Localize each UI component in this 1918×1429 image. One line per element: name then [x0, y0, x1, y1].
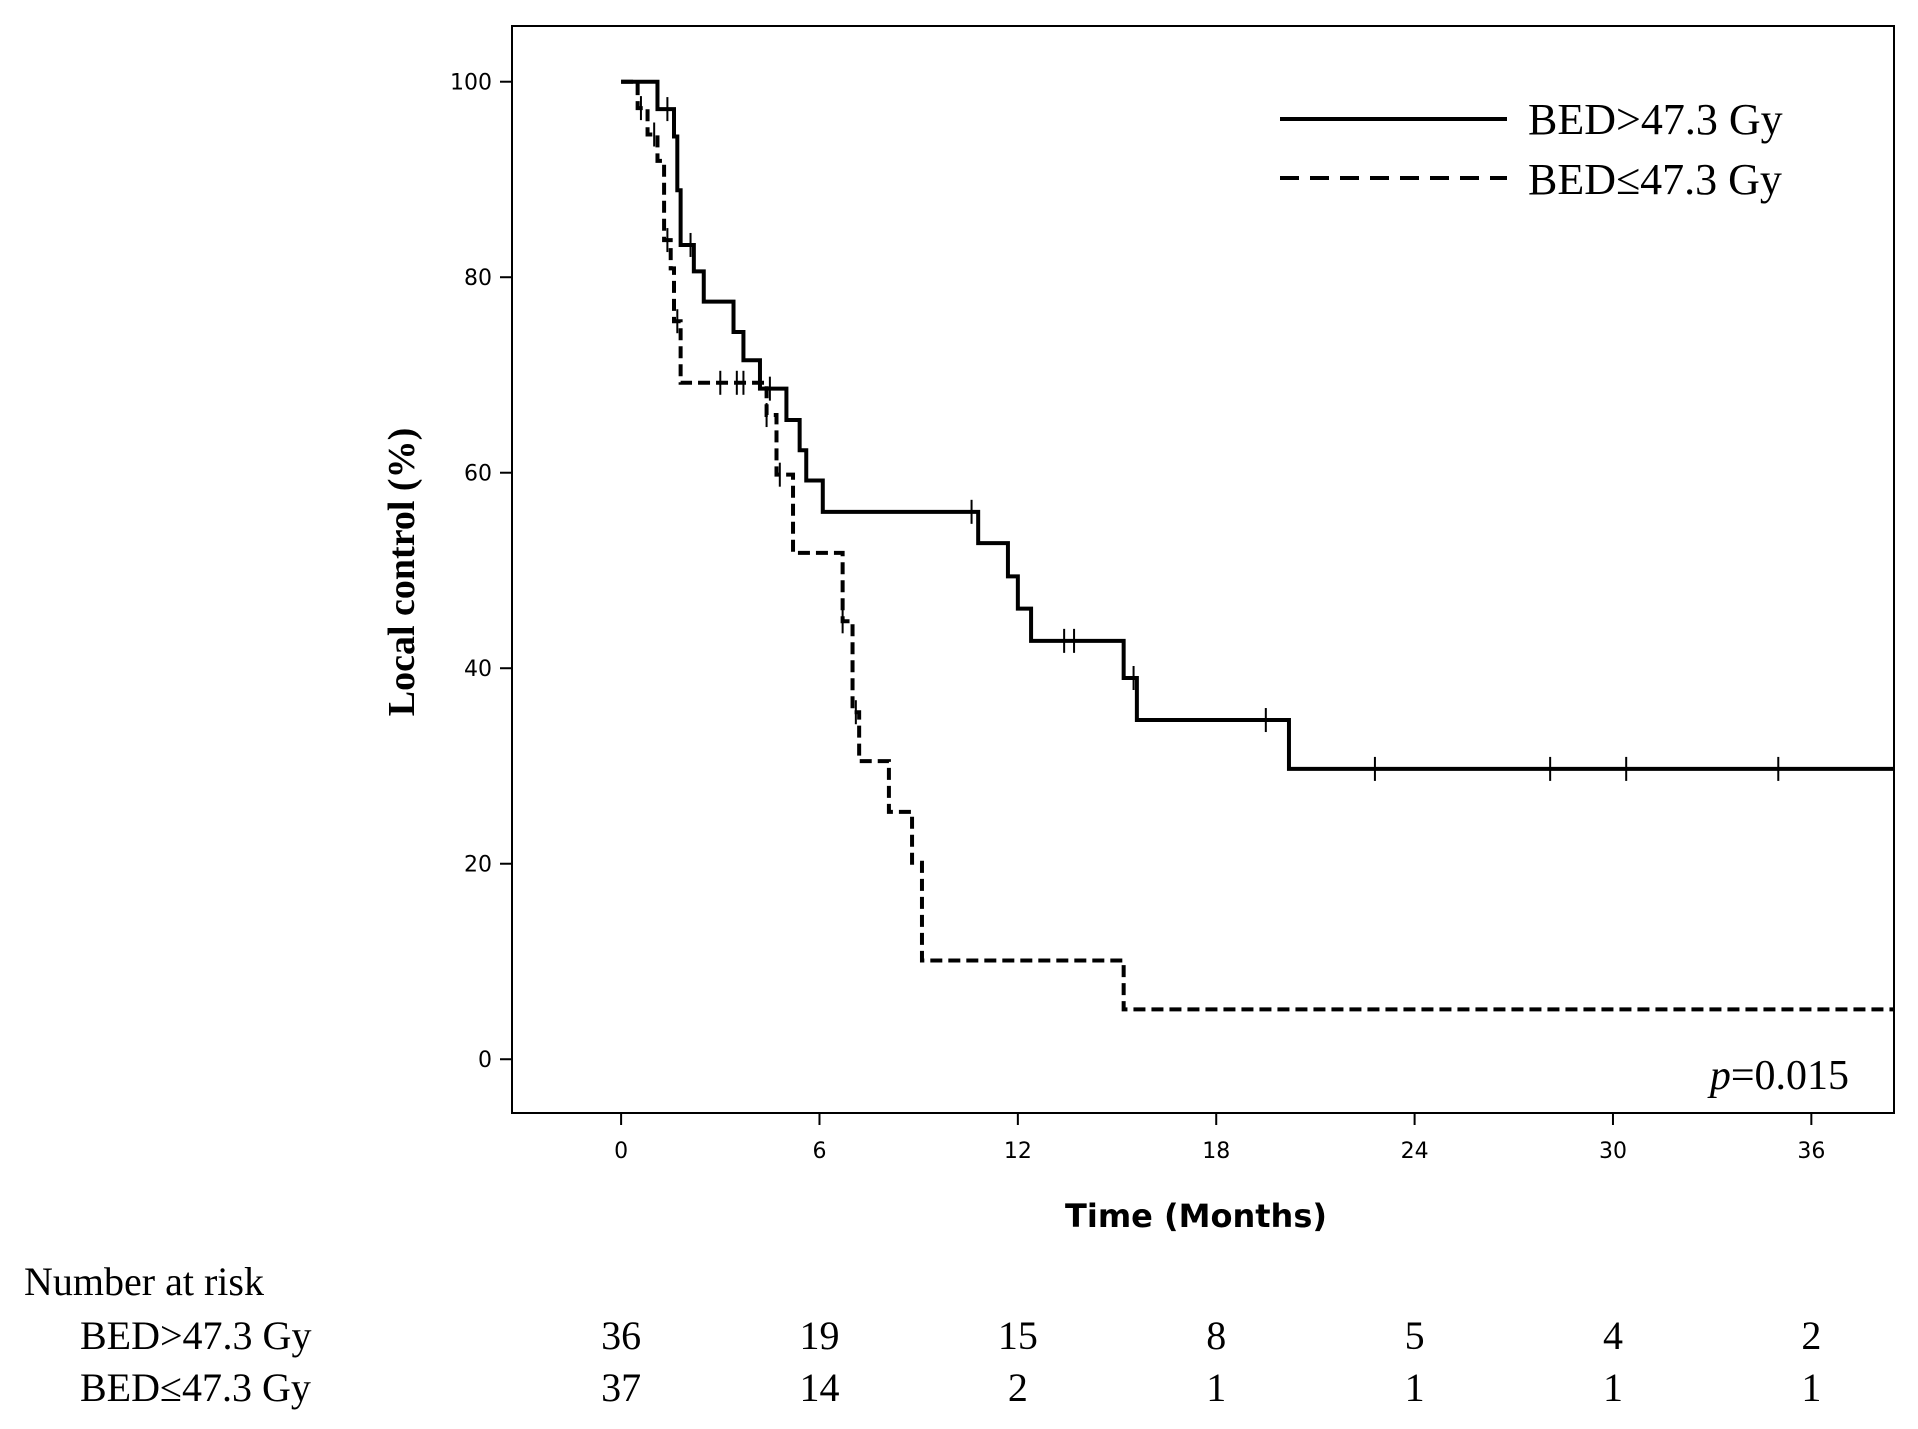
risk-count: 1	[1603, 1365, 1623, 1410]
km-curve-bed-gt-47-3	[621, 79, 1894, 771]
y-tick-label: 80	[464, 266, 492, 291]
risk-count: 1	[1801, 1365, 1821, 1410]
y-tick-label: 100	[450, 71, 492, 96]
legend: BED>47.3 Gy BED≤47.3 Gy	[1280, 95, 1783, 204]
risk-count: 1	[1405, 1365, 1425, 1410]
risk-counts: 36 19 15 8 5 4 2 37 14 2 1 1 1 1	[601, 1313, 1821, 1410]
x-tick-label: 24	[1401, 1139, 1429, 1164]
risk-count: 1	[1206, 1365, 1226, 1410]
risk-count: 37	[601, 1365, 641, 1410]
y-axis-title: Local control (%)	[381, 428, 423, 716]
y-tick-label: 60	[464, 462, 492, 487]
risk-count: 2	[1008, 1365, 1028, 1410]
risk-count: 4	[1603, 1313, 1623, 1358]
x-tick-label: 30	[1599, 1139, 1627, 1164]
series-layer	[621, 79, 1894, 1012]
risk-count: 2	[1801, 1313, 1821, 1358]
risk-count: 5	[1405, 1313, 1425, 1358]
y-tick-label: 20	[464, 853, 492, 878]
risk-count: 15	[998, 1313, 1038, 1358]
risk-count: 19	[799, 1313, 839, 1358]
x-tick-label: 12	[1004, 1139, 1032, 1164]
x-axis-title: Time (Months)	[1065, 1197, 1327, 1235]
y-tick-label: 0	[478, 1048, 492, 1073]
p-value-value: =0.015	[1731, 1053, 1849, 1099]
x-tick-label: 6	[812, 1139, 826, 1164]
y-axis-ticks: 0 20 40 60 80 100	[450, 71, 512, 1073]
x-axis-ticks: 0 6 12 18 24 30 36	[614, 1113, 1825, 1164]
legend-label-dashed: BED≤47.3 Gy	[1528, 155, 1782, 204]
x-tick-label: 0	[614, 1139, 628, 1164]
x-tick-label: 18	[1202, 1139, 1230, 1164]
risk-count: 36	[601, 1313, 641, 1358]
risk-table-header: Number at risk	[24, 1259, 264, 1304]
p-value-prefix: p	[1707, 1053, 1731, 1099]
km-curve-bed-le-47-3	[621, 79, 1894, 1012]
y-tick-label: 40	[464, 657, 492, 682]
risk-count: 8	[1206, 1313, 1226, 1358]
risk-table: Number at risk BED>47.3 Gy BED≤47.3 Gy 3…	[24, 1259, 1821, 1410]
p-value-annotation: p=0.015	[1707, 1053, 1849, 1099]
plot-frame	[511, 25, 1895, 1114]
legend-label-solid: BED>47.3 Gy	[1528, 95, 1783, 144]
risk-count: 14	[799, 1365, 839, 1410]
risk-row-label-dashed: BED≤47.3 Gy	[80, 1365, 311, 1410]
risk-row-label-solid: BED>47.3 Gy	[80, 1313, 311, 1358]
x-tick-label: 36	[1797, 1139, 1825, 1164]
